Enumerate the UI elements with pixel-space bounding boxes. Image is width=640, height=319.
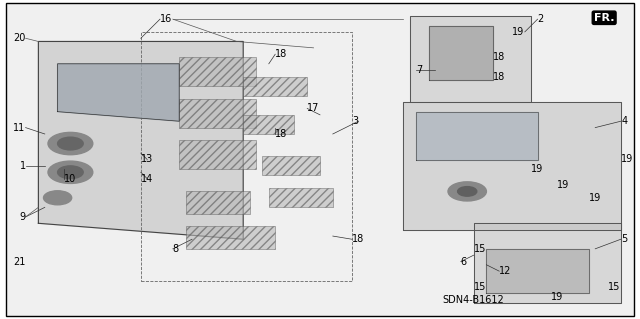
Text: 7: 7 bbox=[416, 65, 422, 75]
Text: 2: 2 bbox=[538, 14, 544, 24]
Bar bbox=[269, 188, 333, 207]
Circle shape bbox=[448, 182, 486, 201]
Circle shape bbox=[458, 187, 477, 196]
Text: 6: 6 bbox=[461, 256, 467, 267]
Bar bbox=[179, 57, 256, 86]
Text: 8: 8 bbox=[173, 244, 179, 254]
Text: 9: 9 bbox=[19, 212, 26, 222]
Polygon shape bbox=[403, 102, 621, 230]
Text: 4: 4 bbox=[621, 116, 627, 126]
Text: 15: 15 bbox=[474, 282, 486, 292]
Text: 19: 19 bbox=[512, 27, 524, 37]
Text: 20: 20 bbox=[13, 33, 26, 43]
Text: 18: 18 bbox=[352, 234, 364, 244]
Polygon shape bbox=[474, 223, 621, 303]
Text: 19: 19 bbox=[557, 180, 569, 190]
Polygon shape bbox=[38, 41, 243, 239]
Text: 13: 13 bbox=[141, 154, 153, 165]
Circle shape bbox=[48, 132, 93, 155]
Bar bbox=[243, 77, 307, 96]
Circle shape bbox=[58, 137, 83, 150]
Bar bbox=[262, 156, 320, 175]
Polygon shape bbox=[416, 112, 538, 160]
Text: 1: 1 bbox=[19, 161, 26, 171]
Text: 15: 15 bbox=[609, 282, 621, 292]
Text: SDN4-B1612: SDN4-B1612 bbox=[443, 295, 504, 305]
Polygon shape bbox=[429, 26, 493, 80]
Bar bbox=[186, 191, 250, 214]
Text: 19: 19 bbox=[589, 193, 601, 203]
Text: 18: 18 bbox=[493, 71, 505, 82]
Text: 12: 12 bbox=[499, 266, 511, 276]
Text: 19: 19 bbox=[531, 164, 543, 174]
Text: 19: 19 bbox=[621, 154, 633, 165]
Text: 21: 21 bbox=[13, 256, 26, 267]
Text: 14: 14 bbox=[141, 174, 153, 184]
Polygon shape bbox=[58, 64, 179, 121]
Circle shape bbox=[48, 161, 93, 183]
Bar bbox=[179, 99, 256, 128]
Text: 10: 10 bbox=[64, 174, 76, 184]
Bar bbox=[179, 140, 256, 169]
Text: FR.: FR. bbox=[594, 13, 614, 23]
Bar bbox=[243, 115, 294, 134]
Bar bbox=[186, 226, 275, 249]
Polygon shape bbox=[410, 16, 531, 102]
Text: 19: 19 bbox=[551, 292, 563, 302]
Circle shape bbox=[58, 166, 83, 179]
Text: 16: 16 bbox=[160, 14, 172, 24]
Polygon shape bbox=[486, 249, 589, 293]
Text: 15: 15 bbox=[474, 244, 486, 254]
Text: 11: 11 bbox=[13, 122, 26, 133]
Text: 17: 17 bbox=[307, 103, 319, 114]
Text: 18: 18 bbox=[275, 129, 287, 139]
Circle shape bbox=[44, 191, 72, 205]
Text: 3: 3 bbox=[352, 116, 358, 126]
Text: 18: 18 bbox=[493, 52, 505, 63]
Text: 5: 5 bbox=[621, 234, 627, 244]
Text: 18: 18 bbox=[275, 49, 287, 59]
